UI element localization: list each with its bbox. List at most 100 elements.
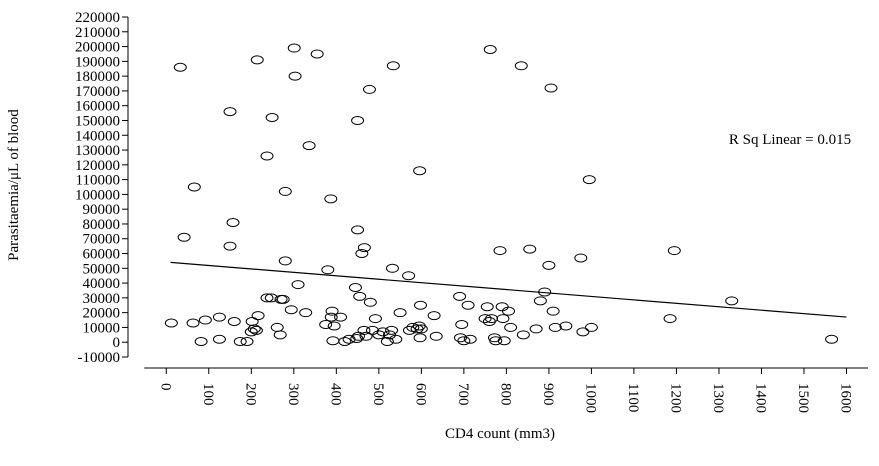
point [496, 314, 510, 324]
x-tick-label: 800 [497, 383, 513, 406]
x-tick-label: 900 [540, 383, 556, 406]
y-tick-label: 80000 [83, 217, 121, 233]
x-tick-label: 600 [412, 383, 428, 406]
y-tick-label: -10000 [78, 350, 121, 366]
point [453, 291, 467, 301]
point [310, 49, 324, 59]
point [559, 321, 573, 331]
point [463, 334, 477, 344]
x-tick-label: 1300 [710, 383, 726, 413]
x-axis-label: CD4 count (mm3) [445, 426, 555, 442]
y-tick-label: 200000 [75, 40, 120, 56]
point [429, 331, 443, 341]
point [273, 330, 287, 340]
point [478, 314, 492, 324]
y-tick-label: 170000 [75, 84, 120, 100]
point [523, 244, 537, 254]
y-tick-label: 190000 [75, 54, 120, 70]
point [385, 263, 399, 273]
point [582, 175, 596, 185]
fit-line [170, 261, 847, 318]
point [514, 61, 528, 71]
point [249, 325, 263, 335]
x-tick-label: 1000 [582, 383, 598, 413]
point [359, 331, 373, 341]
point [497, 336, 511, 346]
point [357, 325, 371, 335]
point [389, 334, 403, 344]
point [164, 318, 178, 328]
point [250, 55, 264, 65]
y-tick-label: 210000 [75, 25, 120, 41]
x-tick-label: 0 [157, 383, 173, 391]
point [327, 321, 341, 331]
point [324, 312, 338, 322]
point [251, 311, 265, 321]
y-tick-label: 130000 [75, 143, 120, 159]
point [351, 115, 365, 125]
y-tick-label: 160000 [75, 99, 120, 115]
point [386, 61, 400, 71]
point [546, 306, 560, 316]
point [260, 293, 274, 303]
point [825, 334, 839, 344]
y-tick-label: 140000 [75, 128, 120, 144]
x-tick-label: 1100 [625, 383, 641, 412]
x-tick-label: 1500 [795, 383, 811, 413]
point [495, 302, 509, 312]
point [667, 246, 681, 256]
y-tick-label: 10000 [83, 320, 121, 336]
point [187, 182, 201, 192]
x-tick-label: 100 [200, 383, 216, 406]
point [480, 302, 494, 312]
point [177, 232, 191, 242]
point [365, 325, 379, 335]
y-tick-label: 180000 [75, 69, 120, 85]
point [284, 305, 298, 315]
point [287, 43, 301, 53]
point [457, 336, 471, 346]
y-tick-label: 220000 [75, 10, 120, 26]
annotation: R Sq Linear = 0.015 [729, 132, 851, 148]
point [548, 322, 562, 332]
point [574, 253, 588, 263]
point [414, 324, 428, 334]
y-axis-label: Parasitaemia/μL of blood [6, 109, 22, 261]
point [455, 319, 469, 329]
point [516, 330, 530, 340]
point [533, 296, 547, 306]
point [376, 327, 390, 337]
point [233, 336, 247, 346]
x-tick-label: 700 [455, 383, 471, 406]
point [380, 336, 394, 346]
y-tick-label: 90000 [83, 202, 121, 218]
point [247, 324, 261, 334]
point [393, 308, 407, 318]
point [240, 336, 254, 346]
point [363, 297, 377, 307]
point [223, 241, 237, 251]
y-tick-label: 40000 [83, 276, 121, 292]
point [348, 283, 362, 293]
y-tick-label: 100000 [75, 187, 120, 203]
point [504, 322, 518, 332]
point [319, 319, 333, 329]
point [576, 327, 590, 337]
point [226, 217, 240, 227]
point [493, 246, 507, 256]
point [489, 336, 503, 346]
point [502, 306, 516, 316]
point [402, 271, 416, 281]
y-tick-label: 70000 [83, 232, 121, 248]
x-tick-label: 1200 [667, 383, 683, 413]
point [357, 243, 371, 253]
x-tick-label: 500 [370, 383, 386, 406]
point [278, 186, 292, 196]
point [278, 256, 292, 266]
point [484, 314, 498, 324]
x-tick-label: 1600 [837, 383, 853, 413]
point [198, 315, 212, 325]
point [413, 166, 427, 176]
x-tick-label: 400 [327, 383, 343, 406]
